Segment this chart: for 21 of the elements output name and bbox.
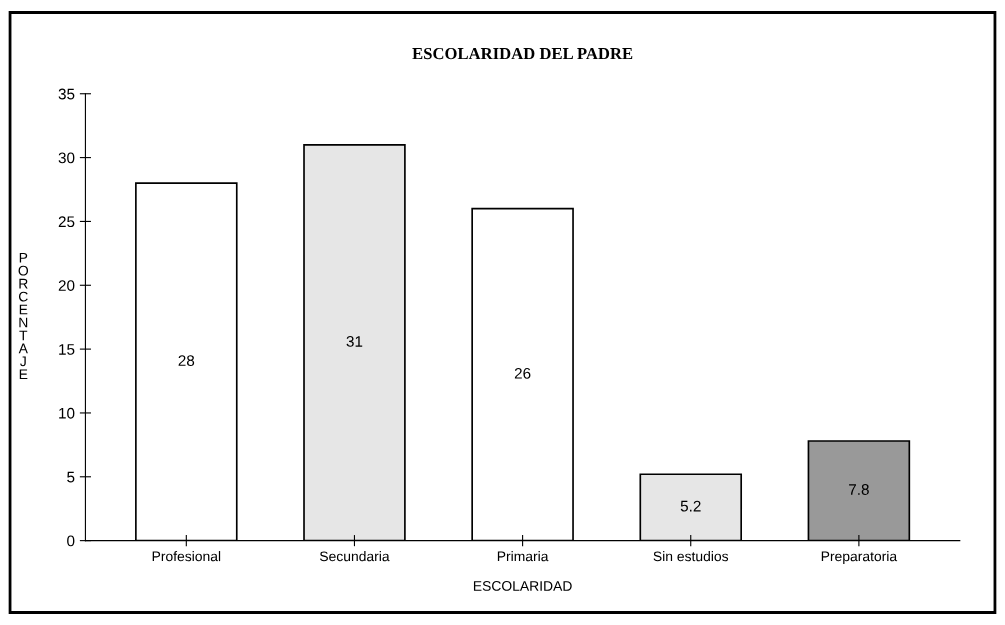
y-tick-label: 0 xyxy=(67,535,75,547)
y-tick-label: 20 xyxy=(58,280,75,291)
x-tick-label: Secundaria xyxy=(319,551,390,562)
data-label: 7.8 xyxy=(849,484,869,495)
x-tick-label: Profesional xyxy=(152,551,221,562)
x-tick-label: Primaria xyxy=(497,551,549,562)
x-tick-label: Sin estudios xyxy=(653,551,729,562)
y-tick-label: 10 xyxy=(59,407,75,419)
data-label: 31 xyxy=(346,336,363,347)
y-tick-label: 5 xyxy=(67,471,75,483)
data-label: 28 xyxy=(178,355,195,366)
x-tick-label: Preparatoria xyxy=(821,551,898,564)
y-tick-label: 30 xyxy=(58,152,75,164)
chart-title: ESCOLARIDAD DEL PADRE xyxy=(412,47,633,60)
x-axis-title: ESCOLARIDAD xyxy=(473,581,572,591)
y-tick-label: 15 xyxy=(59,344,75,355)
data-label: 5.2 xyxy=(680,500,701,512)
text: PORCENTAJE xyxy=(18,252,29,380)
y-tick-label: 35 xyxy=(58,88,75,100)
y-tick-label: 25 xyxy=(58,216,75,228)
data-label: 26 xyxy=(514,367,531,379)
